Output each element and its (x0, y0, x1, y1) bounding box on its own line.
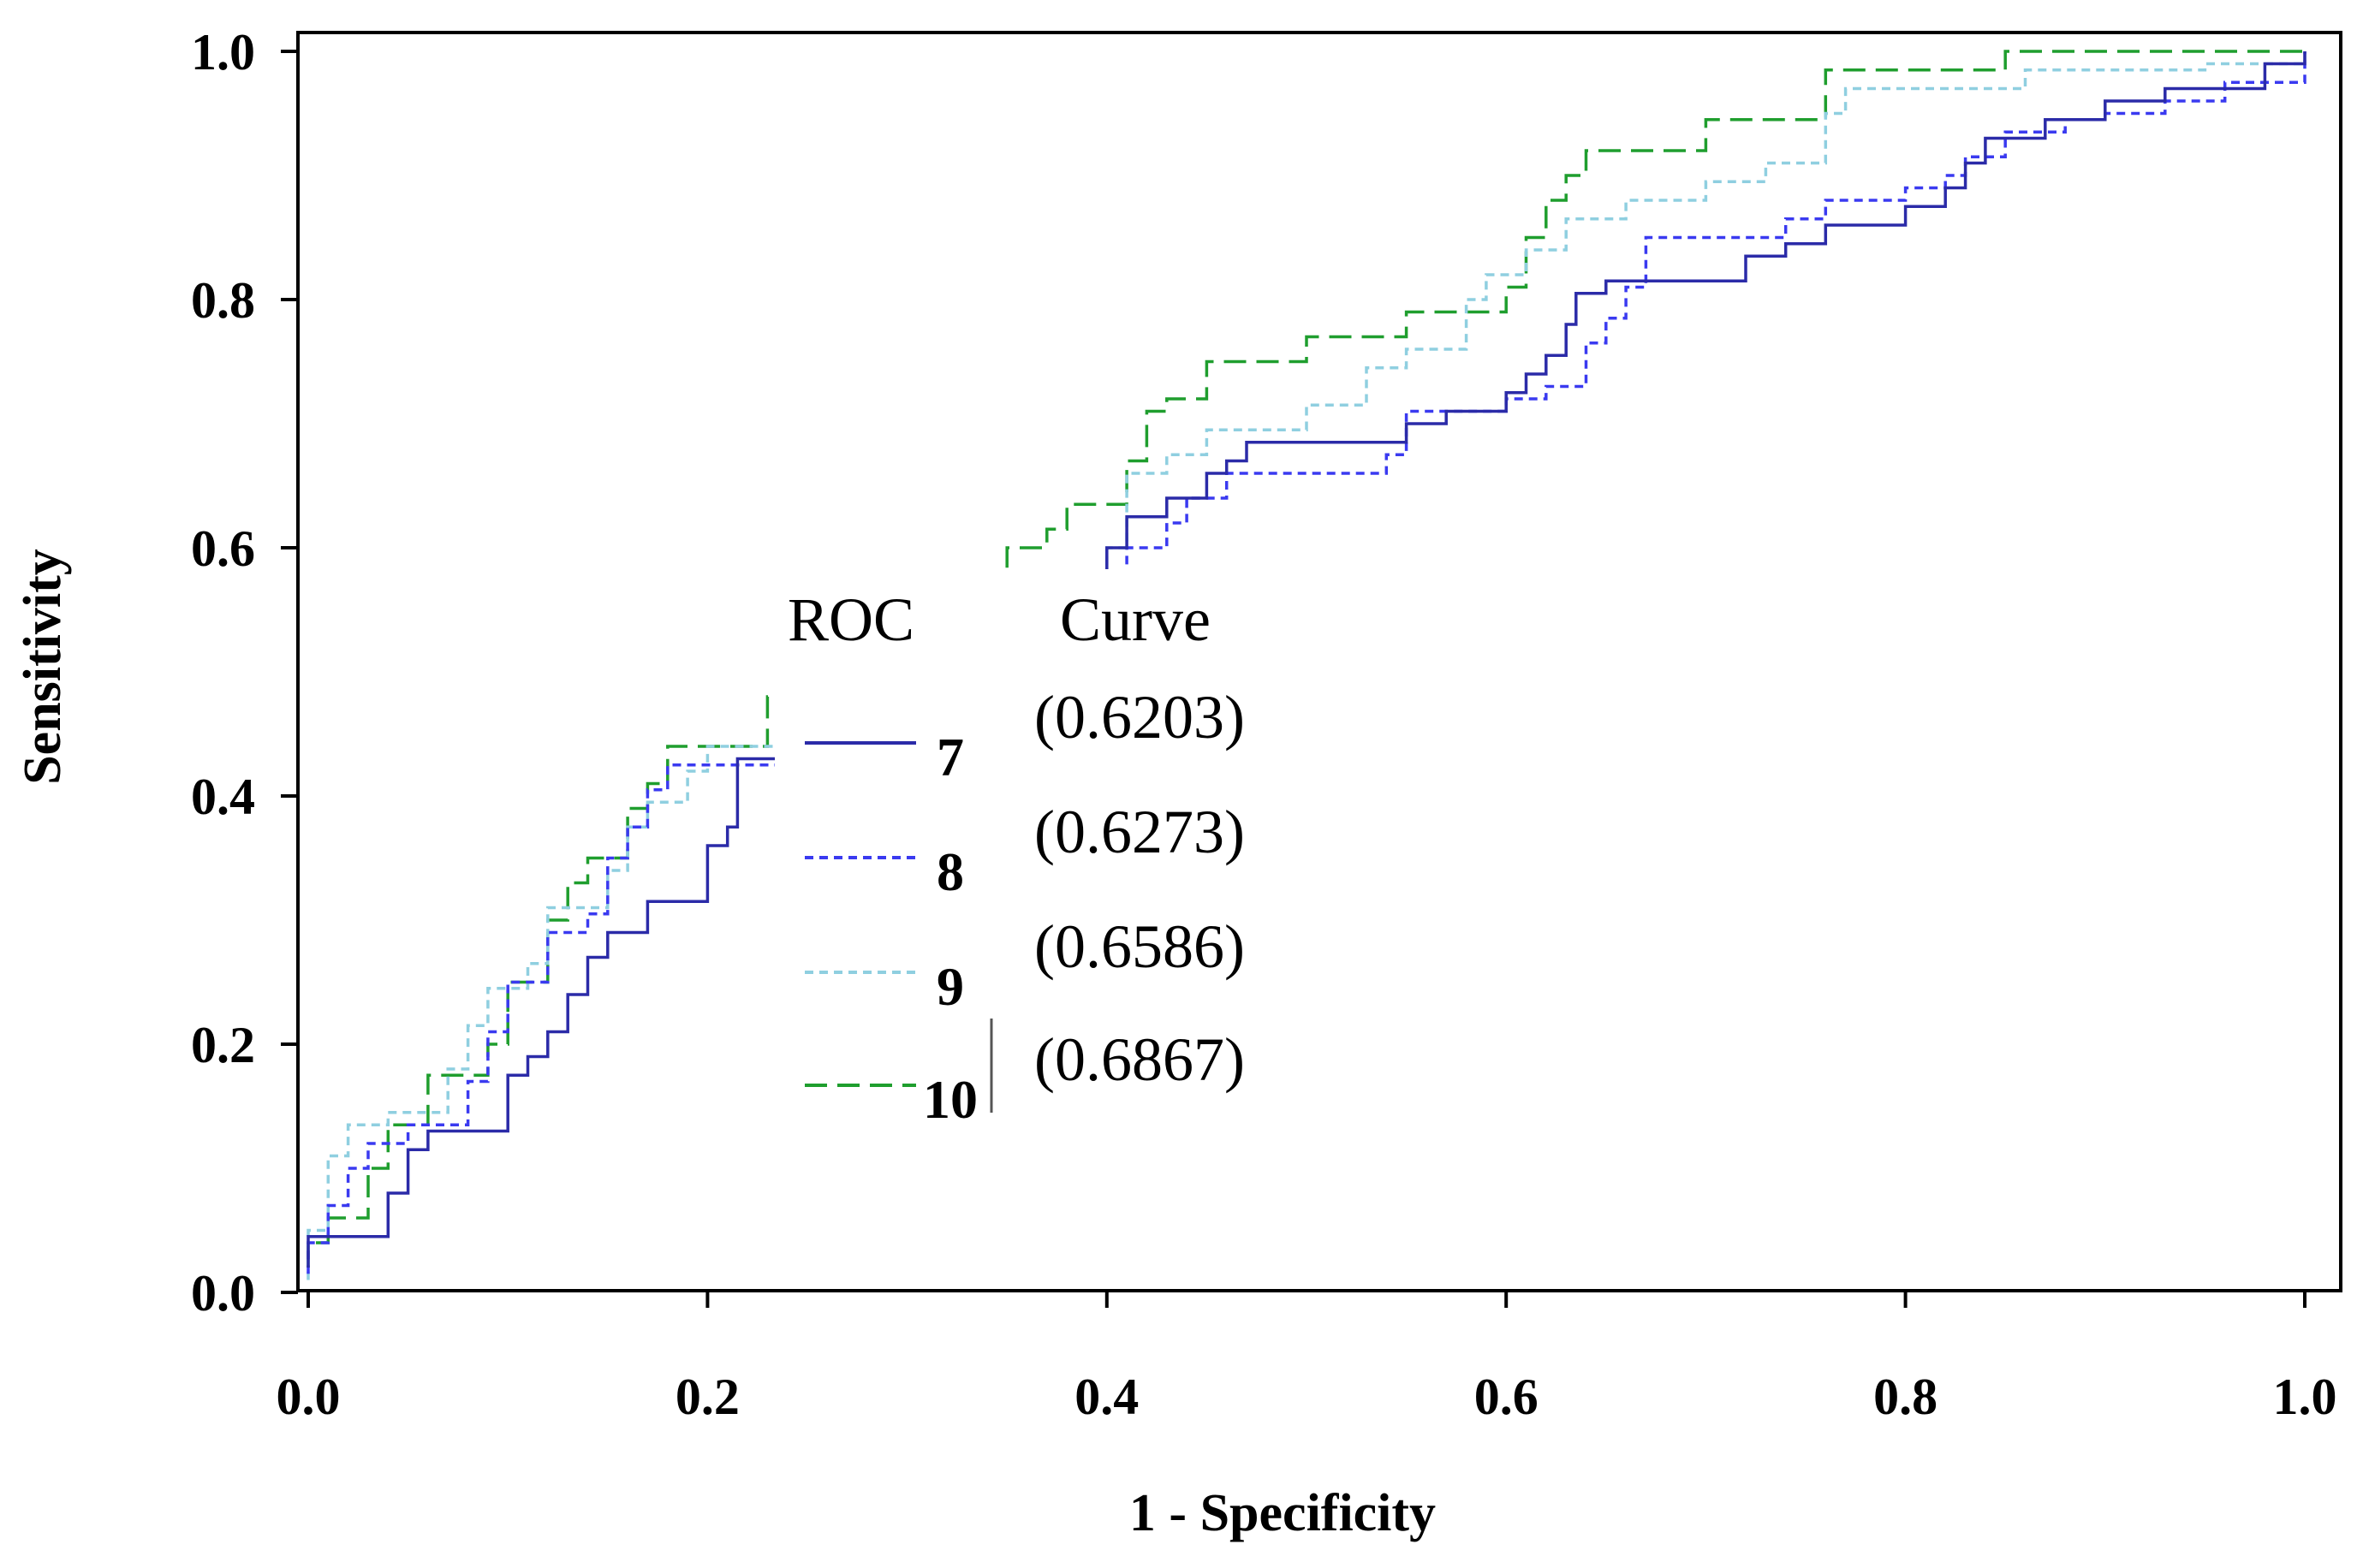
legend-auc-9: (0.6586) (1034, 912, 1245, 981)
legend-key-8: 8 (937, 841, 964, 902)
legend-heading-roc: ROC (788, 585, 914, 654)
x-axis-ticks: 0.0 0.2 0.4 0.6 0.8 1.0 (277, 1291, 2337, 1425)
plot-area-border (296, 31, 2342, 1292)
y-tick-label: 0.2 (191, 1017, 255, 1073)
y-axis-title: Sensitivity (14, 549, 72, 785)
legend-heading-curve: Curve (1060, 585, 1211, 654)
legend: ROC Curve 7 (0.6203) 8 (0.6273) 9 (0.6586) 10 (… (775, 569, 1289, 1143)
roc-curve-7 (307, 51, 2306, 1268)
x-tick-label: 1.0 (2273, 1369, 2337, 1425)
roc-curves (307, 50, 2306, 1280)
y-tick-label: 0.8 (191, 272, 255, 329)
legend-auc-10: (0.6867) (1034, 1025, 1245, 1094)
x-axis-title: 1 - Specificity (1129, 1484, 1436, 1542)
y-tick-label: 0.0 (191, 1265, 255, 1322)
roc-curve-8 (307, 51, 2306, 1274)
legend-background (775, 569, 1289, 1143)
x-tick-label: 0.8 (1873, 1369, 1937, 1425)
y-tick-label: 1.0 (191, 24, 255, 80)
legend-key-9: 9 (937, 956, 964, 1017)
legend-auc-8: (0.6273) (1034, 798, 1245, 866)
roc-curve-9 (307, 51, 2306, 1280)
y-axis-ticks: 0.0 0.2 0.4 0.6 0.8 1.0 (191, 24, 298, 1322)
roc-curve-10 (307, 50, 2305, 1268)
x-tick-label: 0.4 (1074, 1369, 1139, 1425)
y-tick-label: 0.4 (191, 769, 255, 825)
legend-entries: 7 (0.6203) 8 (0.6273) 9 (0.6586) 10 (0.6867) (805, 683, 1245, 1130)
legend-auc-7: (0.6203) (1034, 683, 1245, 751)
y-tick-label: 0.6 (191, 520, 255, 577)
legend-key-10: 10 (923, 1069, 978, 1130)
x-tick-label: 0.6 (1474, 1369, 1539, 1425)
x-tick-label: 0.0 (277, 1369, 341, 1425)
legend-key-7: 7 (937, 727, 964, 787)
x-tick-label: 0.2 (676, 1369, 740, 1425)
plot-frame (296, 31, 2342, 1292)
